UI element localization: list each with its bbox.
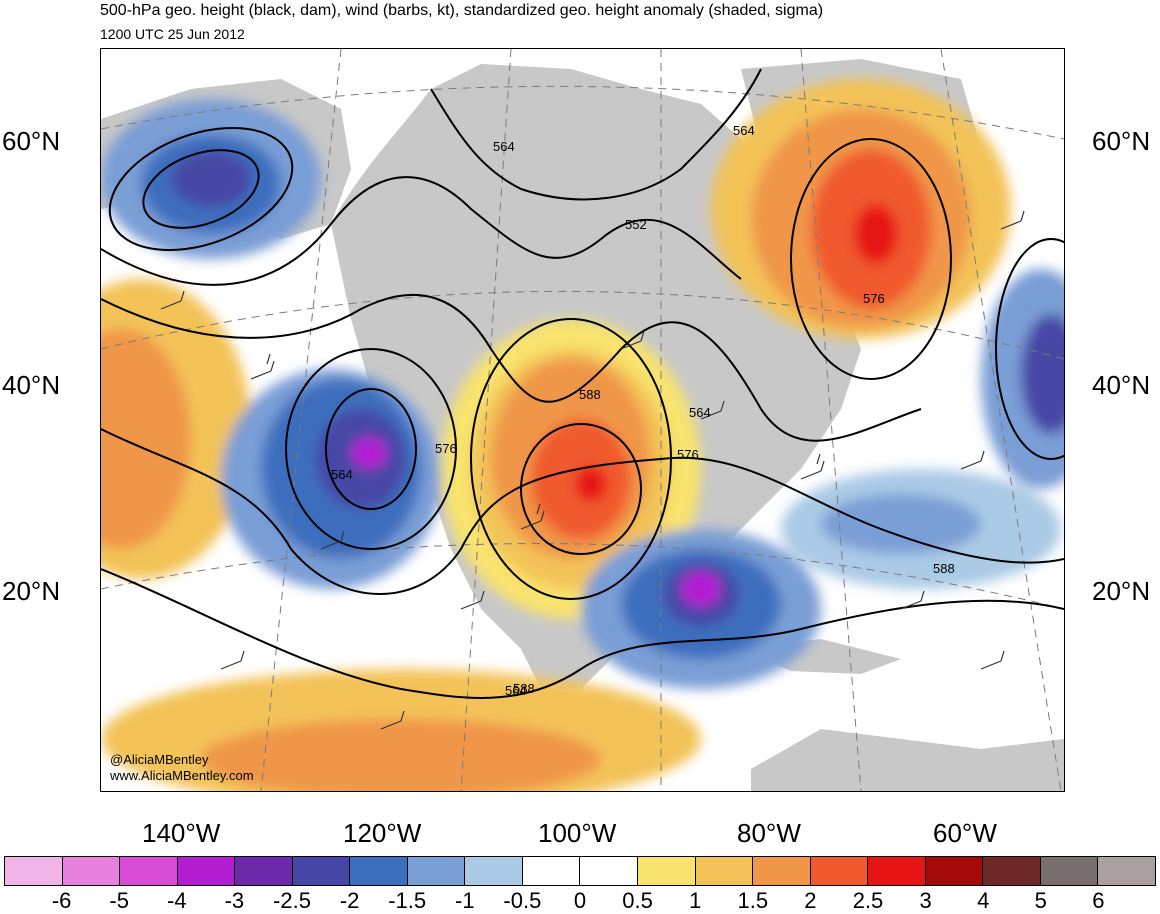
height-contours — [101, 68, 1064, 699]
colorbar-swatch — [5, 857, 63, 885]
lat-label-20n-right: 20°N — [1092, 576, 1151, 606]
colorbar-swatch — [983, 857, 1041, 885]
contour-labels: 564 564 552 564 576 564 588 576 564 576 … — [331, 123, 955, 698]
lat-label-40n-left: 40°N — [2, 370, 61, 400]
contour-label: 576 — [677, 447, 699, 462]
colorbar-swatch — [753, 857, 811, 885]
colorbar-label: -1.5 — [388, 888, 427, 913]
graticule — [101, 49, 1064, 791]
valid-time: 1200 UTC 25 Jun 2012 — [100, 26, 245, 42]
credit-handle: @AliciaMBentley — [110, 752, 209, 767]
colorbar-swatch — [1040, 857, 1099, 885]
map-panel: 564 564 552 564 576 564 588 576 564 576 … — [100, 48, 1065, 792]
colorbar-label: 2 — [804, 888, 817, 913]
lon-label-100w: 100°W — [538, 818, 617, 848]
colorbar-label: 0 — [573, 888, 587, 913]
colorbar-label: -0.5 — [503, 888, 542, 913]
colorbar-swatch — [292, 857, 351, 885]
lon-label-140w: 140°W — [142, 818, 221, 848]
colorbar-label: 5 — [1034, 888, 1047, 913]
anomaly-shading — [101, 79, 1064, 791]
colorbar-swatch — [1098, 857, 1155, 885]
colorbar-label: 1 — [689, 888, 702, 913]
lat-label-20n-left: 20°N — [2, 576, 61, 606]
colorbar-swatch — [407, 857, 466, 885]
colorbar-swatch — [235, 857, 293, 885]
colorbar-label: -5 — [109, 888, 129, 913]
contour-label: 576 — [863, 291, 885, 306]
contour-label: 564 — [689, 405, 711, 420]
contour-label: 552 — [625, 217, 647, 232]
colorbar — [4, 856, 1156, 886]
wind-barbs — [160, 210, 1025, 730]
contour-label: 564 — [493, 139, 515, 154]
colorbar-label: 1.5 — [737, 888, 769, 913]
colorbar-label: -6 — [51, 888, 72, 913]
colorbar-swatch — [868, 857, 926, 885]
contour-label: 588 — [933, 561, 955, 576]
colorbar-label: -3 — [224, 888, 245, 913]
colorbar-swatch — [177, 857, 236, 885]
anomaly-map: 564 564 552 564 576 564 588 576 564 576 … — [101, 49, 1064, 791]
colorbar-label: 2.5 — [852, 888, 884, 913]
lat-label-60n-left: 60°N — [2, 126, 61, 156]
colorbar-swatch — [465, 857, 523, 885]
credit-website: www.AliciaMBentley.com — [110, 768, 254, 783]
colorbar-label: 3 — [919, 888, 932, 913]
contour-label: 564 — [505, 683, 527, 698]
contour-label: 588 — [513, 681, 535, 696]
contour-label: 564 — [331, 467, 353, 482]
contour-label: 588 — [579, 387, 601, 402]
lon-label-80w: 80°W — [737, 818, 801, 848]
lon-label-120w: 120°W — [343, 818, 422, 848]
lat-label-60n-right: 60°N — [1092, 126, 1151, 156]
colorbar-label: 4 — [977, 888, 990, 913]
colorbar-swatch — [810, 857, 869, 885]
contour-label: 576 — [435, 441, 457, 456]
colorbar-swatch — [350, 857, 408, 885]
colorbar-label: 6 — [1092, 888, 1105, 913]
colorbar-swatch — [120, 857, 178, 885]
lon-label-60w: 60°W — [933, 818, 997, 848]
colorbar-label: -4 — [167, 888, 187, 913]
colorbar-label: 0.5 — [622, 888, 653, 913]
colorbar-swatch — [695, 857, 754, 885]
colorbar-label: -1 — [455, 888, 475, 913]
colorbar-swatch — [522, 857, 581, 885]
colorbar-swatch — [925, 857, 984, 885]
south-america-land — [751, 729, 1064, 791]
figure-title: 500-hPa geo. height (black, dam), wind (… — [100, 2, 824, 19]
colorbar-swatch — [638, 857, 696, 885]
colorbar-swatch — [62, 857, 121, 885]
contour-label: 564 — [733, 123, 755, 138]
colorbar-label: -2.5 — [273, 888, 311, 913]
colorbar-swatch — [580, 857, 639, 885]
lat-label-40n-right: 40°N — [1092, 370, 1151, 400]
colorbar-label: -2 — [339, 888, 360, 913]
